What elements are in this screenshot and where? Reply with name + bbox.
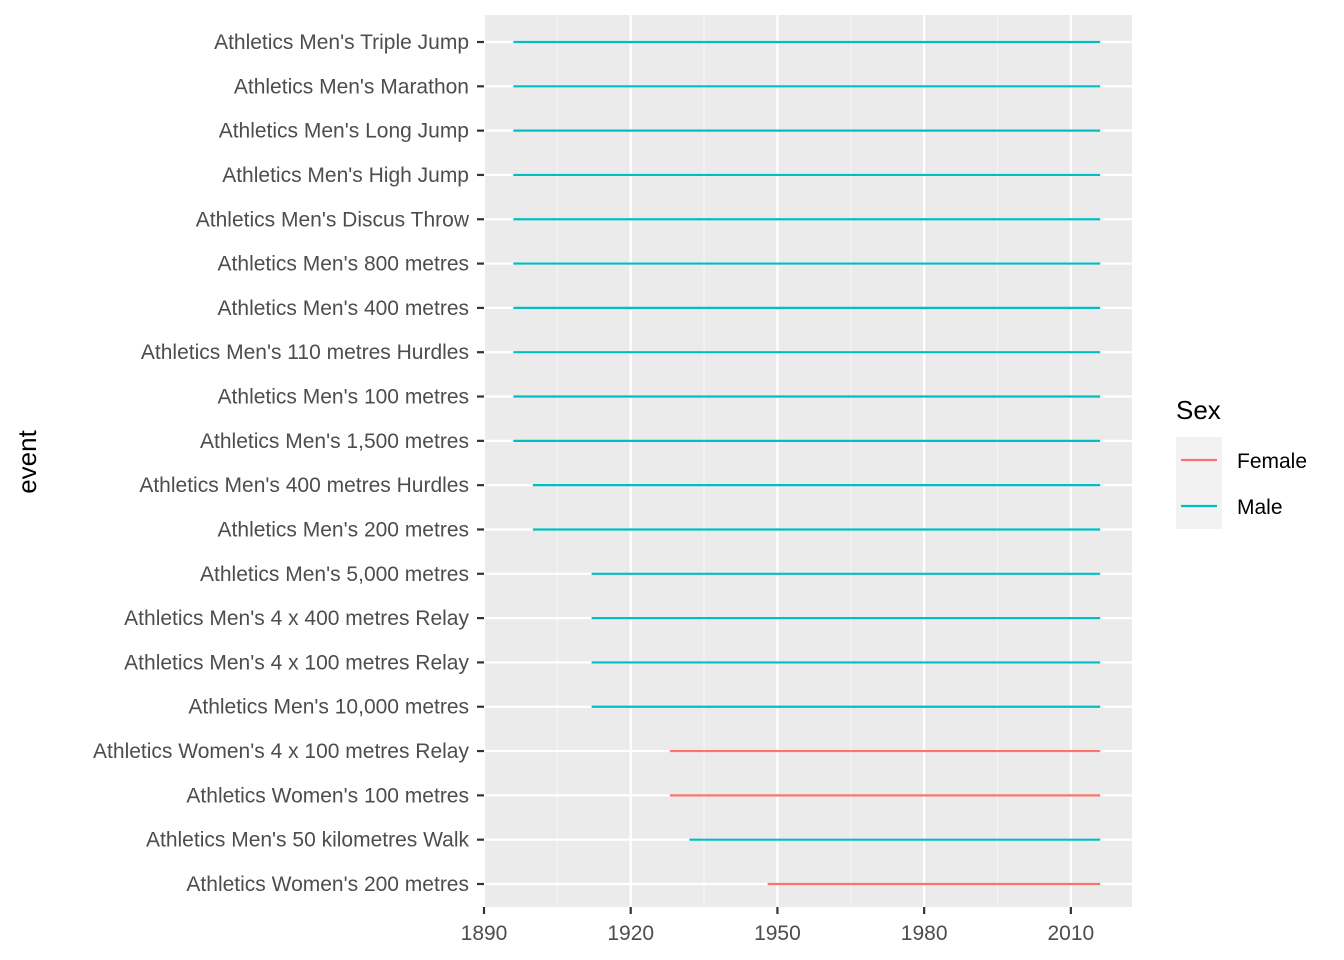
y-tick-label: Athletics Men's Discus Throw xyxy=(196,208,470,231)
y-tick-label: Athletics Men's 800 metres xyxy=(218,253,469,276)
y-tick-label: Athletics Men's 4 x 100 metres Relay xyxy=(124,651,469,674)
y-tick-label: Athletics Men's Marathon xyxy=(234,75,469,98)
legend-title: Sex xyxy=(1176,395,1221,425)
legend-label: Female xyxy=(1237,450,1307,473)
y-tick-label: Athletics Men's High Jump xyxy=(222,164,469,187)
x-tick-label: 1950 xyxy=(754,922,801,945)
y-tick-label: Athletics Men's Long Jump xyxy=(219,120,469,143)
legend: Sex Female Male xyxy=(1176,395,1307,529)
y-tick-label: Athletics Men's 200 metres xyxy=(218,518,469,541)
y-tick-label: Athletics Men's 1,500 metres xyxy=(200,430,469,453)
y-tick-label: Athletics Men's 50 kilometres Walk xyxy=(146,829,469,852)
y-tick-label: Athletics Women's 200 metres xyxy=(186,873,469,896)
x-tick-label: 2010 xyxy=(1048,922,1095,945)
plot-panel xyxy=(484,15,1132,907)
y-tick-label: Athletics Men's 5,000 metres xyxy=(200,563,469,586)
y-tick-label: Athletics Men's 10,000 metres xyxy=(188,696,469,719)
x-tick-label: 1980 xyxy=(901,922,948,945)
x-tick-label: 1890 xyxy=(461,922,508,945)
y-tick-label: Athletics Men's 400 metres Hurdles xyxy=(139,474,469,497)
y-axis-title: event xyxy=(12,429,42,493)
legend-key-background xyxy=(1176,437,1222,529)
legend-entries: Female Male xyxy=(1181,450,1307,519)
y-tick-label: Athletics Men's Triple Jump xyxy=(214,31,469,54)
y-tick-label: Athletics Men's 4 x 400 metres Relay xyxy=(124,607,469,630)
event-segments xyxy=(513,40,1101,886)
grid-minor xyxy=(556,15,999,907)
y-tick-label: Athletics Women's 4 x 100 metres Relay xyxy=(93,740,469,763)
y-axis: Athletics Men's Triple Jump Athletics Men… xyxy=(93,31,484,896)
y-tick-label: Athletics Women's 100 metres xyxy=(186,784,469,807)
legend-label: Male xyxy=(1237,496,1283,519)
y-tick-label: Athletics Men's 400 metres xyxy=(218,297,469,320)
x-axis: 1890 1920 1950 1980 2010 xyxy=(461,907,1095,945)
y-tick-label: Athletics Men's 100 metres xyxy=(218,386,469,409)
x-tick-label: 1920 xyxy=(607,922,654,945)
y-tick-label: Athletics Men's 110 metres Hurdles xyxy=(141,341,469,364)
